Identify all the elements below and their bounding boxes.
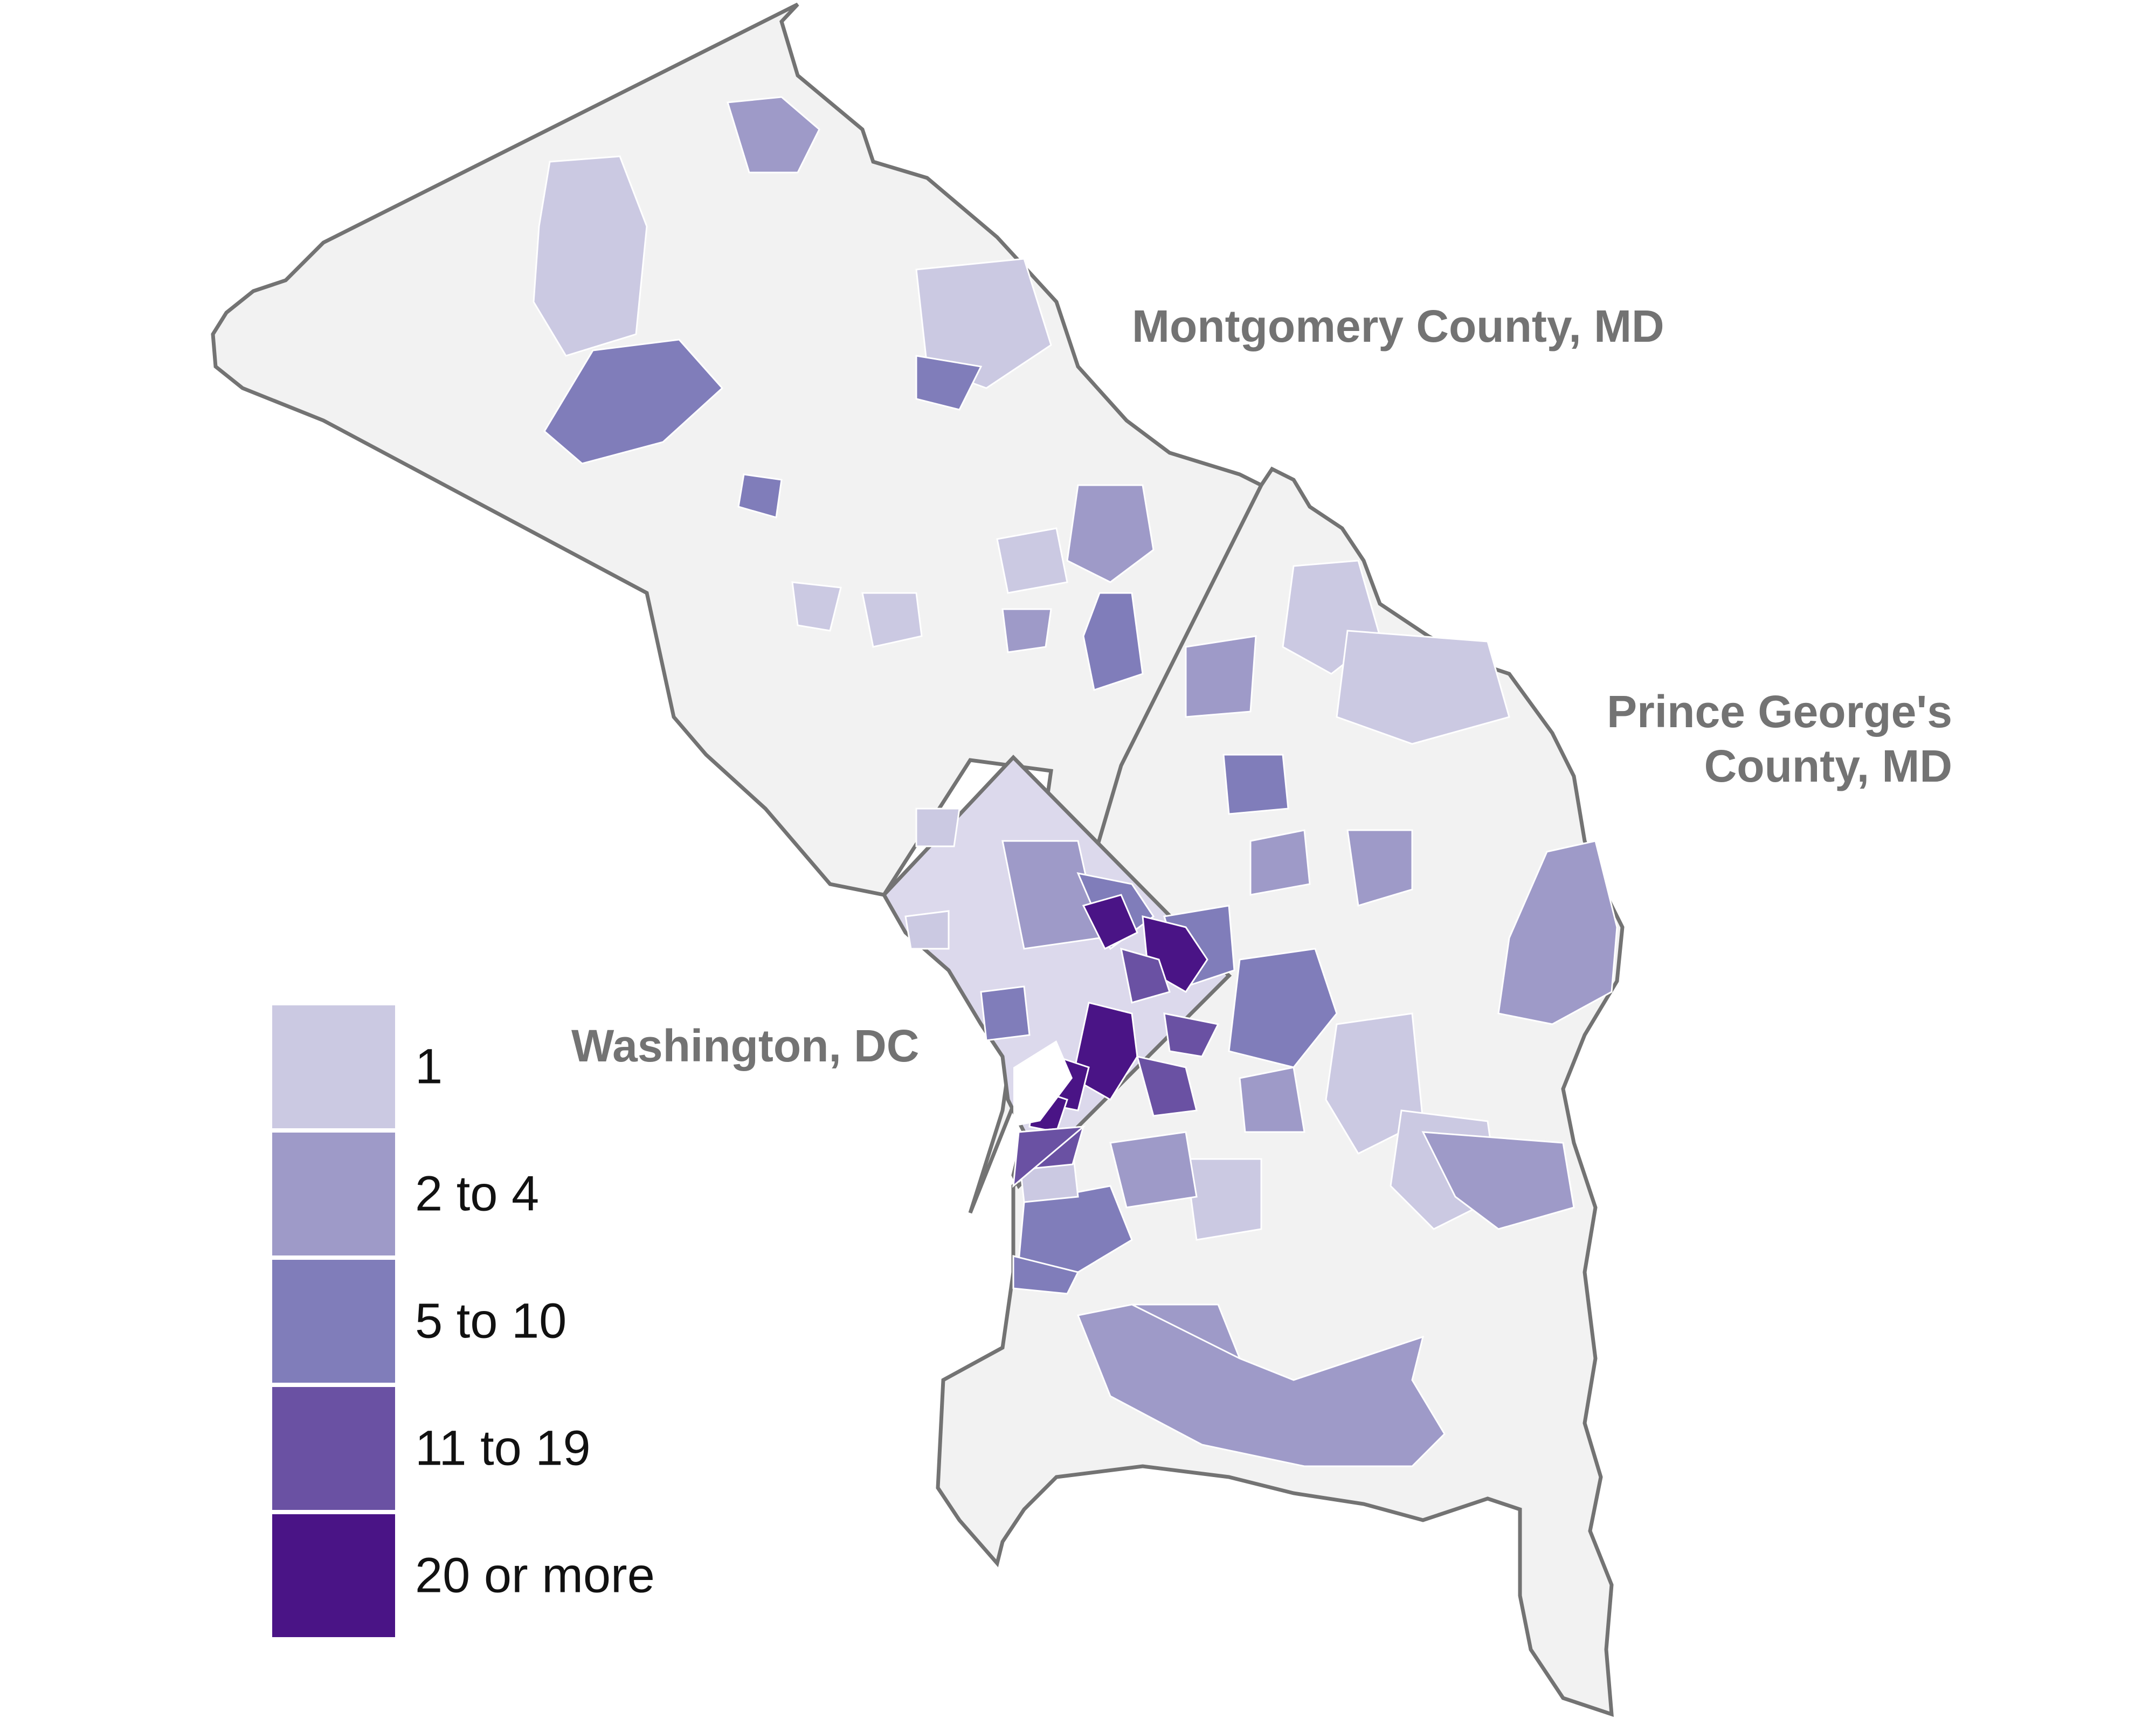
dc-label: Washington, DC <box>571 1020 920 1071</box>
legend-swatch-3 <box>272 1260 395 1383</box>
river <box>1013 1040 1073 1127</box>
legend-label-1: 1 <box>415 1039 443 1094</box>
legend-item-4: 11 to 19 <box>272 1387 591 1510</box>
prince-georges-label-line2: County, MD <box>1704 740 1952 791</box>
legend-item-1: 1 <box>272 1005 443 1128</box>
tract-shading <box>533 96 1618 1467</box>
legend-swatch-5 <box>272 1514 395 1637</box>
legend-label-3: 5 to 10 <box>415 1293 567 1349</box>
legend-item-3: 5 to 10 <box>272 1260 566 1383</box>
legend-swatch-4 <box>272 1387 395 1510</box>
sw-strip-tract <box>1012 1126 1086 1188</box>
legend-label-4: 11 to 19 <box>415 1420 591 1476</box>
montgomery-county-label: Montgomery County, MD <box>1132 301 1664 351</box>
prince-georges-county-label: Prince George's County, MD <box>1607 685 1952 794</box>
legend-label-2: 2 to 4 <box>415 1166 540 1222</box>
legend-item-2: 2 to 4 <box>272 1133 539 1255</box>
legend-swatch-1 <box>272 1005 395 1128</box>
prince-georges-label-line1: Prince George's <box>1607 686 1952 737</box>
legend-item-5: 20 or more <box>272 1514 655 1637</box>
legend-label-5: 20 or more <box>415 1548 655 1603</box>
dc-high-tracts <box>1018 894 1220 1171</box>
legend-swatch-2 <box>272 1133 395 1255</box>
